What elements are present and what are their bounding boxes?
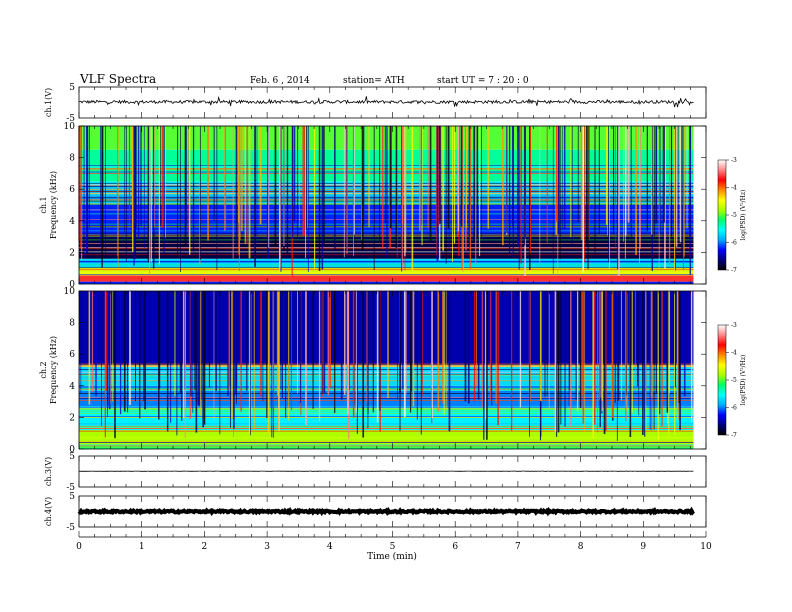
ch.4-trace: [77, 506, 695, 517]
start-time-label: start UT = 7 : 20 : 0: [437, 76, 529, 86]
time-tick-label: 3: [264, 542, 270, 552]
ch.1-trace: [78, 95, 694, 108]
y-tick-label: 10: [64, 122, 76, 132]
time-tick-label: 4: [327, 542, 333, 552]
station-label: station= ATH: [343, 76, 405, 86]
colorbar-tick-label: -6: [731, 240, 737, 247]
colorbar-tick-label: -5: [731, 377, 737, 384]
time-tick-label: 10: [700, 542, 712, 552]
time-tick-label: 0: [76, 542, 82, 552]
colorbar-tick-label: -3: [731, 322, 737, 329]
colorbar: [717, 159, 727, 271]
y-axis-label: ch.1(V): [44, 88, 53, 117]
panel-5: 5 -5: [66, 492, 707, 533]
y-tick-label: 0: [69, 445, 75, 455]
y-axis-label: ch.2Frequency (kHz): [39, 336, 58, 404]
y-tick-label: 2: [69, 248, 75, 258]
y-tick-label: 4: [69, 382, 75, 392]
date-label: Feb. 6 , 2014: [250, 76, 310, 86]
panel-2: 0 2 4 6 8 10 -3 -4 -5 -6 -7 log(PSD) (V²/Hz): [64, 122, 747, 290]
spectrogram-band: [79, 430, 694, 445]
y-tick-label: 5: [69, 83, 75, 93]
y-tick-label: 5: [69, 492, 75, 502]
time-axis-label: Time (min): [367, 551, 417, 562]
colorbar-tick-label: -6: [731, 405, 737, 412]
time-tick-label: 6: [452, 542, 458, 552]
panel-4: 5 -5: [66, 452, 707, 493]
time-tick-label: 1: [139, 542, 145, 552]
y-tick-label: 2: [69, 413, 75, 423]
colorbar-tick-label: -3: [731, 157, 737, 164]
spectrogram-band: [79, 126, 694, 150]
y-axis-label: ch.1Frequency (kHz): [39, 171, 58, 239]
time-tick-label: 7: [515, 542, 521, 552]
y-tick-label: 6: [69, 185, 75, 195]
colorbar-label: log(PSD) (V²/Hz): [740, 355, 747, 406]
y-axis-label: ch.3(V): [44, 457, 53, 486]
time-tick-label: 2: [202, 542, 208, 552]
colorbar-tick-label: -5: [731, 212, 737, 219]
colorbar-label: log(PSD) (V²/Hz): [740, 190, 747, 241]
spectrogram-band: [79, 444, 694, 449]
y-tick-label: 4: [69, 217, 75, 227]
y-tick-label: 10: [64, 287, 76, 297]
y-tick-label: 0: [69, 280, 75, 290]
colorbar-tick-label: -4: [731, 185, 737, 192]
y-tick-label: -5: [66, 483, 75, 493]
spectrogram-band: [79, 268, 694, 276]
time-tick-label: 8: [578, 542, 584, 552]
y-tick-label: 6: [69, 350, 75, 360]
y-tick-label: -5: [66, 114, 75, 124]
time-axis: 0 1 2 3 4 5 6 7 8 9 10: [76, 531, 712, 552]
y-tick-label: 8: [69, 319, 75, 329]
y-tick-label: 8: [69, 154, 75, 164]
colorbar: [717, 324, 727, 436]
time-tick-label: 5: [390, 542, 396, 552]
colorbar-tick-label: -7: [731, 267, 737, 274]
spectrogram-band: [79, 258, 694, 269]
colorbar-tick-label: -7: [731, 432, 737, 439]
spectrogram-band: [79, 281, 694, 284]
panel-3: 0 2 4 6 8 10 -3 -4 -5 -6 -7 log(PSD) (V²/Hz): [64, 287, 747, 455]
y-axis-label: ch.4(V): [44, 497, 53, 526]
spectrogram-band: [79, 275, 694, 282]
colorbar-tick-label: -4: [731, 350, 737, 357]
y-tick-label: -5: [66, 523, 75, 533]
y-tick-label: 5: [69, 452, 75, 462]
panel-1: 5 -5: [66, 83, 707, 124]
time-tick-label: 9: [640, 542, 646, 552]
figure-title: VLF Spectra: [79, 72, 156, 86]
